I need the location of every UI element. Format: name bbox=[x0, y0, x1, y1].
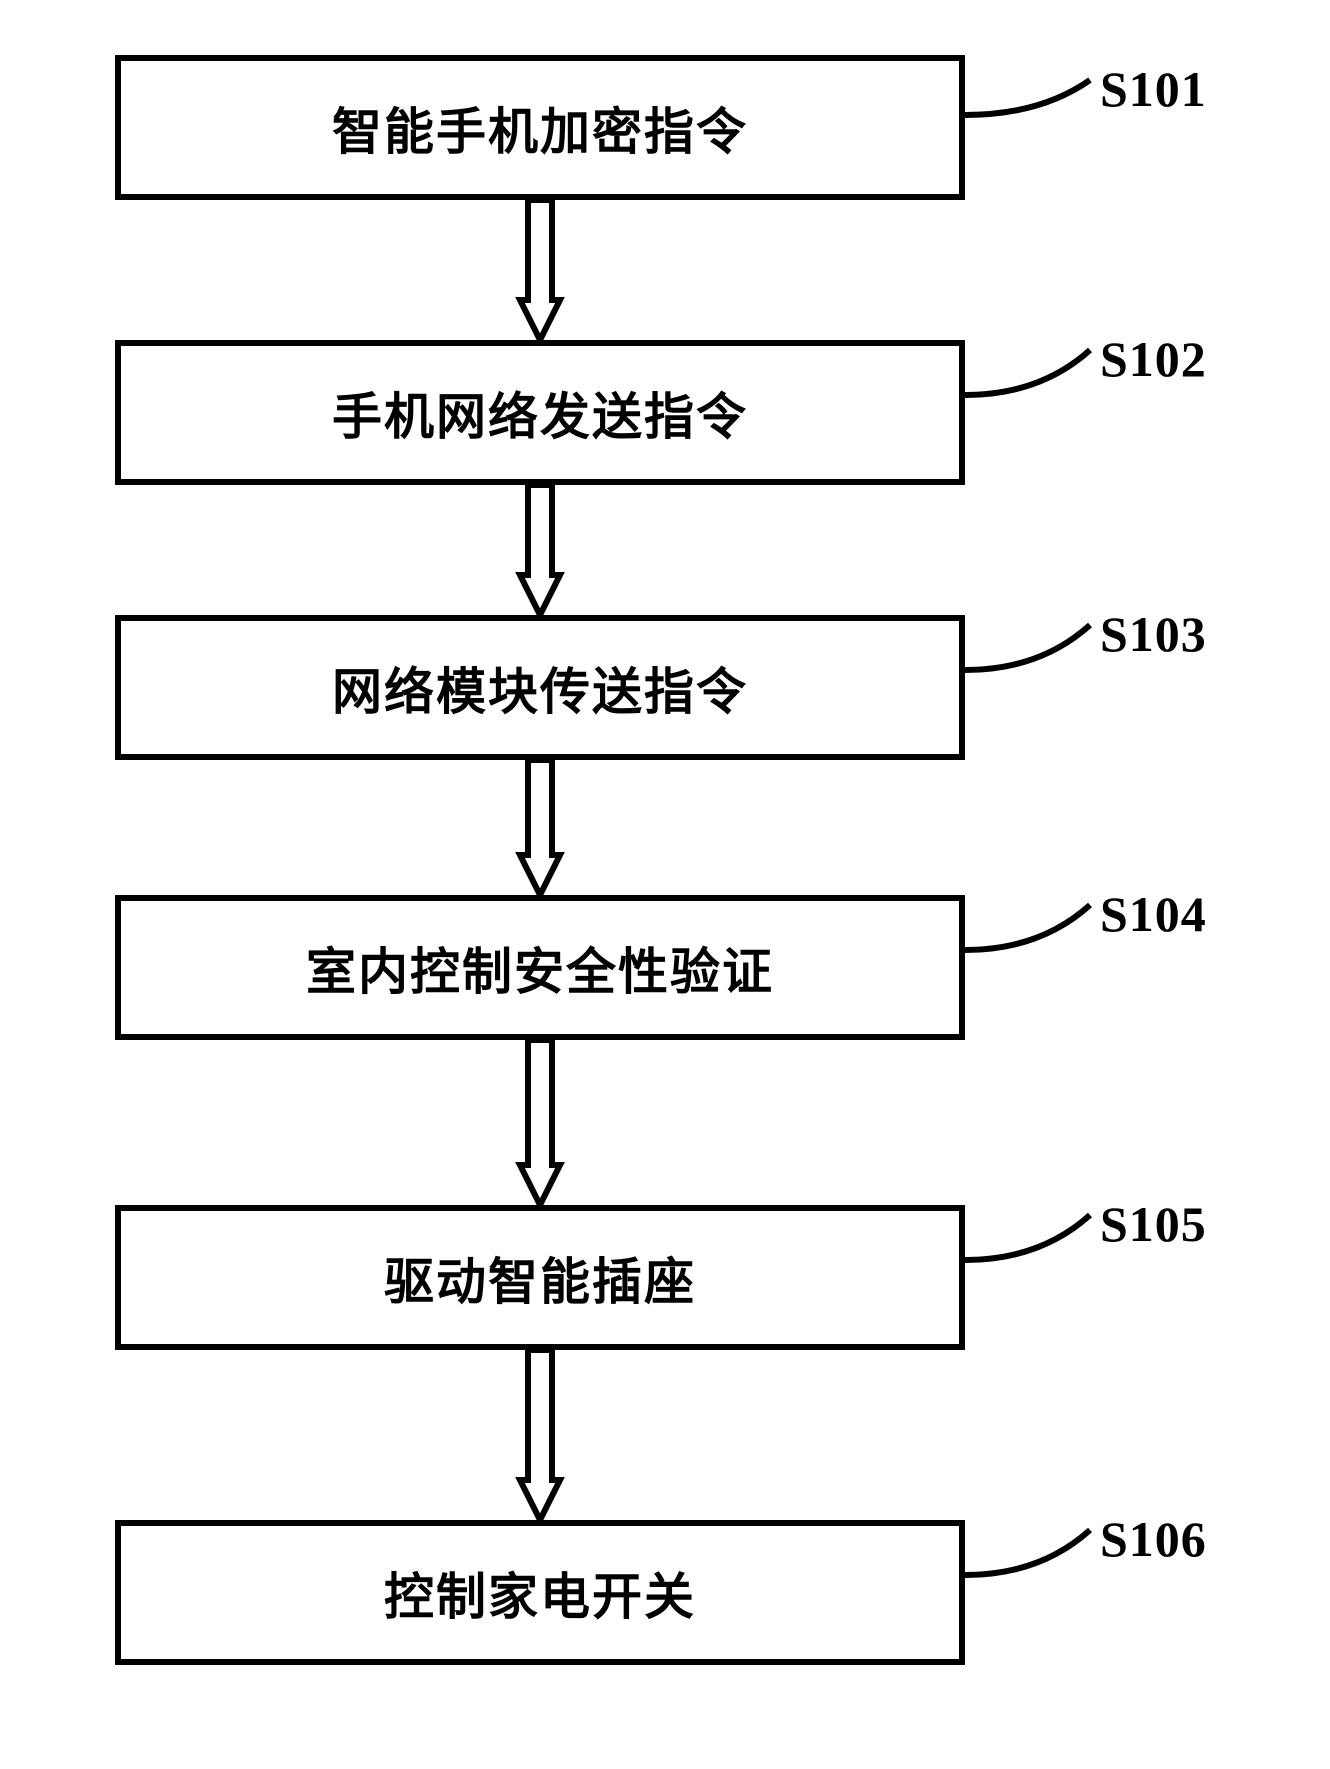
step-text-S106: 控制家电开关 bbox=[384, 1557, 696, 1629]
step-label-S103: S103 bbox=[1100, 605, 1207, 663]
step-text-S101: 智能手机加密指令 bbox=[332, 92, 748, 164]
step-box-S104: 室内控制安全性验证 bbox=[115, 895, 965, 1040]
step-text-S105: 驱动智能插座 bbox=[384, 1242, 696, 1314]
step-label-S106: S106 bbox=[1100, 1510, 1207, 1568]
flowchart-canvas: 智能手机加密指令 S101 手机网络发送指令 S102 网络模块传送指令 S103 室内控制… bbox=[0, 0, 1330, 1769]
leader-curve-S102 bbox=[960, 345, 1095, 400]
step-box-S101: 智能手机加密指令 bbox=[115, 55, 965, 200]
leader-curve-S104 bbox=[960, 900, 1095, 955]
step-label-S104: S104 bbox=[1100, 885, 1207, 943]
step-box-S102: 手机网络发送指令 bbox=[115, 340, 965, 485]
step-box-S106: 控制家电开关 bbox=[115, 1520, 965, 1665]
step-box-S105: 驱动智能插座 bbox=[115, 1205, 965, 1350]
flow-arrow-2 bbox=[514, 485, 566, 615]
step-text-S104: 室内控制安全性验证 bbox=[306, 932, 774, 1004]
flow-arrow-4 bbox=[514, 1040, 566, 1205]
step-box-S103: 网络模块传送指令 bbox=[115, 615, 965, 760]
step-text-S102: 手机网络发送指令 bbox=[332, 377, 748, 449]
step-label-S102: S102 bbox=[1100, 330, 1207, 388]
flow-arrow-1 bbox=[514, 200, 566, 340]
step-text-S103: 网络模块传送指令 bbox=[332, 652, 748, 724]
flow-arrow-5 bbox=[514, 1350, 566, 1520]
leader-curve-S103 bbox=[960, 620, 1095, 675]
flow-arrow-3 bbox=[514, 760, 566, 895]
step-label-S105: S105 bbox=[1100, 1195, 1207, 1253]
step-label-S101: S101 bbox=[1100, 60, 1207, 118]
leader-curve-S106 bbox=[960, 1525, 1095, 1580]
leader-curve-S105 bbox=[960, 1210, 1095, 1265]
leader-curve-S101 bbox=[960, 75, 1095, 120]
